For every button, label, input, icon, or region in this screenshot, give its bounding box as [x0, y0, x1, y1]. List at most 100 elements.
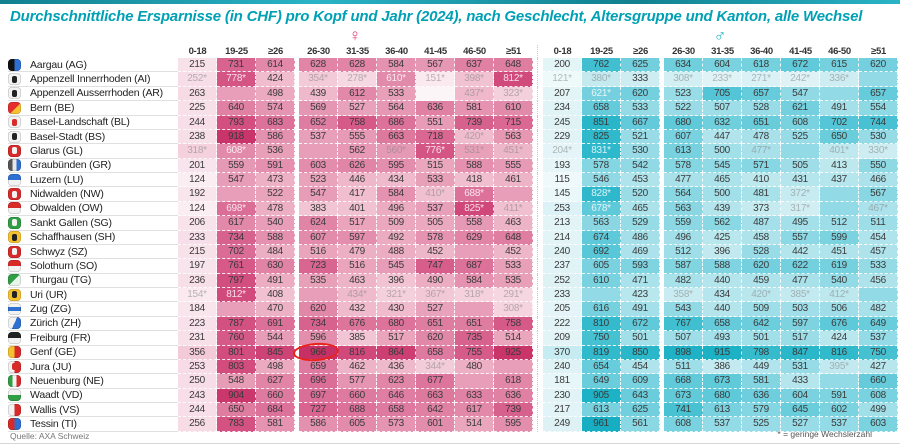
heatmap-cell: 527 [781, 417, 820, 432]
heatmap-cell: 496 [377, 201, 416, 217]
flag-mark [12, 363, 17, 371]
heatmap-cell: 535 [299, 273, 338, 288]
heatmap-cell: 505 [416, 216, 455, 231]
heatmap-cell: 723 [299, 259, 338, 274]
heatmap-cell: 658 [582, 101, 621, 116]
heatmap-cell: 596 [299, 331, 338, 346]
heatmap-cell: 271* [742, 72, 781, 87]
heatmap-cell [416, 86, 455, 102]
column-header: 19-25 [590, 46, 613, 57]
heatmap-cell: 440 [703, 302, 742, 317]
heatmap-cell: 278* [338, 72, 377, 87]
heatmap-cell: 599 [820, 230, 859, 245]
heatmap-cell: 509 [742, 302, 781, 317]
heatmap-cell: 465 [703, 173, 742, 188]
heatmap-cell: 555 [338, 129, 377, 145]
heatmap-cell: 652 [299, 115, 338, 130]
heatmap-cell: 567 [416, 58, 455, 73]
heatmap-cell: 692 [582, 244, 621, 260]
column-header: ≥26 [633, 46, 648, 57]
page-title: Durchschnittliche Ersparnisse (in CHF) p… [10, 8, 863, 25]
canton-name: Solothurn (SO) [30, 259, 98, 272]
gender-divider [533, 101, 543, 116]
gender-divider [533, 187, 543, 203]
heatmap-cell: 533 [377, 86, 416, 102]
heatmap-cell: 486 [621, 230, 660, 245]
column-header: 46-50 [463, 46, 486, 57]
heatmap-cell: 525 [781, 129, 820, 145]
heatmap-cell: 252* [178, 72, 217, 87]
table-row: Jura (JU) 253 803 498 659 462 436 344* 480 240 654… [8, 359, 898, 375]
canton-flag-icon [8, 144, 21, 157]
heatmap-cell: 663 [377, 129, 416, 145]
heatmap-cell: 584 [377, 187, 416, 202]
canton-label-cell: Schaffhausen (SH) [8, 231, 178, 245]
heatmap-cell: 810 [582, 316, 621, 332]
heatmap-cell [217, 302, 256, 317]
column-header: ≥26 [268, 46, 283, 57]
heatmap-cell: 715 [494, 115, 533, 130]
column-header: ≥51 [506, 46, 521, 57]
heatmap-cell: 410 [742, 173, 781, 188]
heatmap-cell: 236 [178, 273, 217, 288]
heatmap-cell: 603 [299, 158, 338, 173]
canton-label-cell: Jura (JU) [8, 360, 178, 375]
heatmap-cell: 634 [664, 58, 703, 73]
heatmap-cell: 512 [820, 216, 859, 231]
heatmap-cell: 640 [217, 101, 256, 116]
heatmap-cell: 424 [256, 72, 295, 87]
heatmap-cell: 229 [543, 129, 582, 145]
heatmap-cell: 657 [859, 86, 898, 102]
heatmap-cell: 249 [543, 417, 582, 432]
heatmap-cell: 522 [664, 101, 703, 116]
heatmap-cell: 545 [377, 259, 416, 274]
heatmap-cell: 604 [703, 58, 742, 73]
heatmap-cell: 609 [621, 374, 660, 389]
heatmap-cell: 798 [742, 345, 781, 360]
heatmap-cell: 215 [178, 244, 217, 260]
heatmap-cell: 205 [543, 302, 582, 317]
canton-flag-icon [8, 274, 21, 287]
heatmap-cell: 462 [338, 359, 377, 375]
heatmap-cell: 767 [664, 316, 703, 332]
heatmap-cell: 420* [455, 129, 494, 145]
gender-divider [533, 331, 543, 346]
heatmap-cell: 825 [582, 129, 621, 145]
heatmap-cell: 385 [338, 331, 377, 346]
heatmap-cell: 803 [217, 359, 256, 375]
column-header: 36-40 [385, 46, 408, 57]
heatmap-cell: 828* [582, 187, 621, 202]
heatmap-cell: 607 [664, 129, 703, 145]
canton-label-cell: Basel-Stadt (BS) [8, 130, 178, 145]
heatmap-cell: 537 [416, 201, 455, 217]
heatmap-cell: 625 [621, 403, 660, 418]
heatmap-cell-annotated: 966 [299, 345, 338, 360]
heatmap-cell: 245 [543, 115, 582, 130]
gender-divider [533, 129, 543, 145]
heatmap-cell: 734 [299, 316, 338, 332]
heatmap-cell [455, 244, 494, 260]
heatmap-cell: 442 [781, 244, 820, 260]
canton-flag-icon [8, 360, 21, 373]
heatmap-cell: 209 [543, 331, 582, 346]
heatmap-cell: 676 [338, 316, 377, 332]
heatmap-cell: 528 [742, 244, 781, 260]
heatmap-cell: 408 [256, 288, 295, 303]
heatmap-cell: 533 [859, 259, 898, 274]
heatmap-cell: 431 [781, 173, 820, 188]
heatmap-cell: 683 [256, 115, 295, 130]
heatmap-cell: 457 [859, 244, 898, 260]
heatmap-cell: 480 [455, 359, 494, 375]
heatmap-cell: 850 [621, 345, 660, 360]
gender-divider [533, 45, 543, 58]
heatmap-cell: 233 [543, 288, 582, 303]
gender-divider [533, 173, 543, 188]
heatmap-cell: 206 [178, 216, 217, 231]
heatmap-cell: 478 [742, 129, 781, 145]
heatmap-cell: 459 [742, 273, 781, 288]
heatmap-cell: 242* [781, 72, 820, 87]
heatmap-cell: 618 [494, 374, 533, 389]
gender-divider [533, 302, 543, 318]
heatmap-cell: 668 [664, 374, 703, 389]
heatmap-cell: 214 [543, 230, 582, 245]
